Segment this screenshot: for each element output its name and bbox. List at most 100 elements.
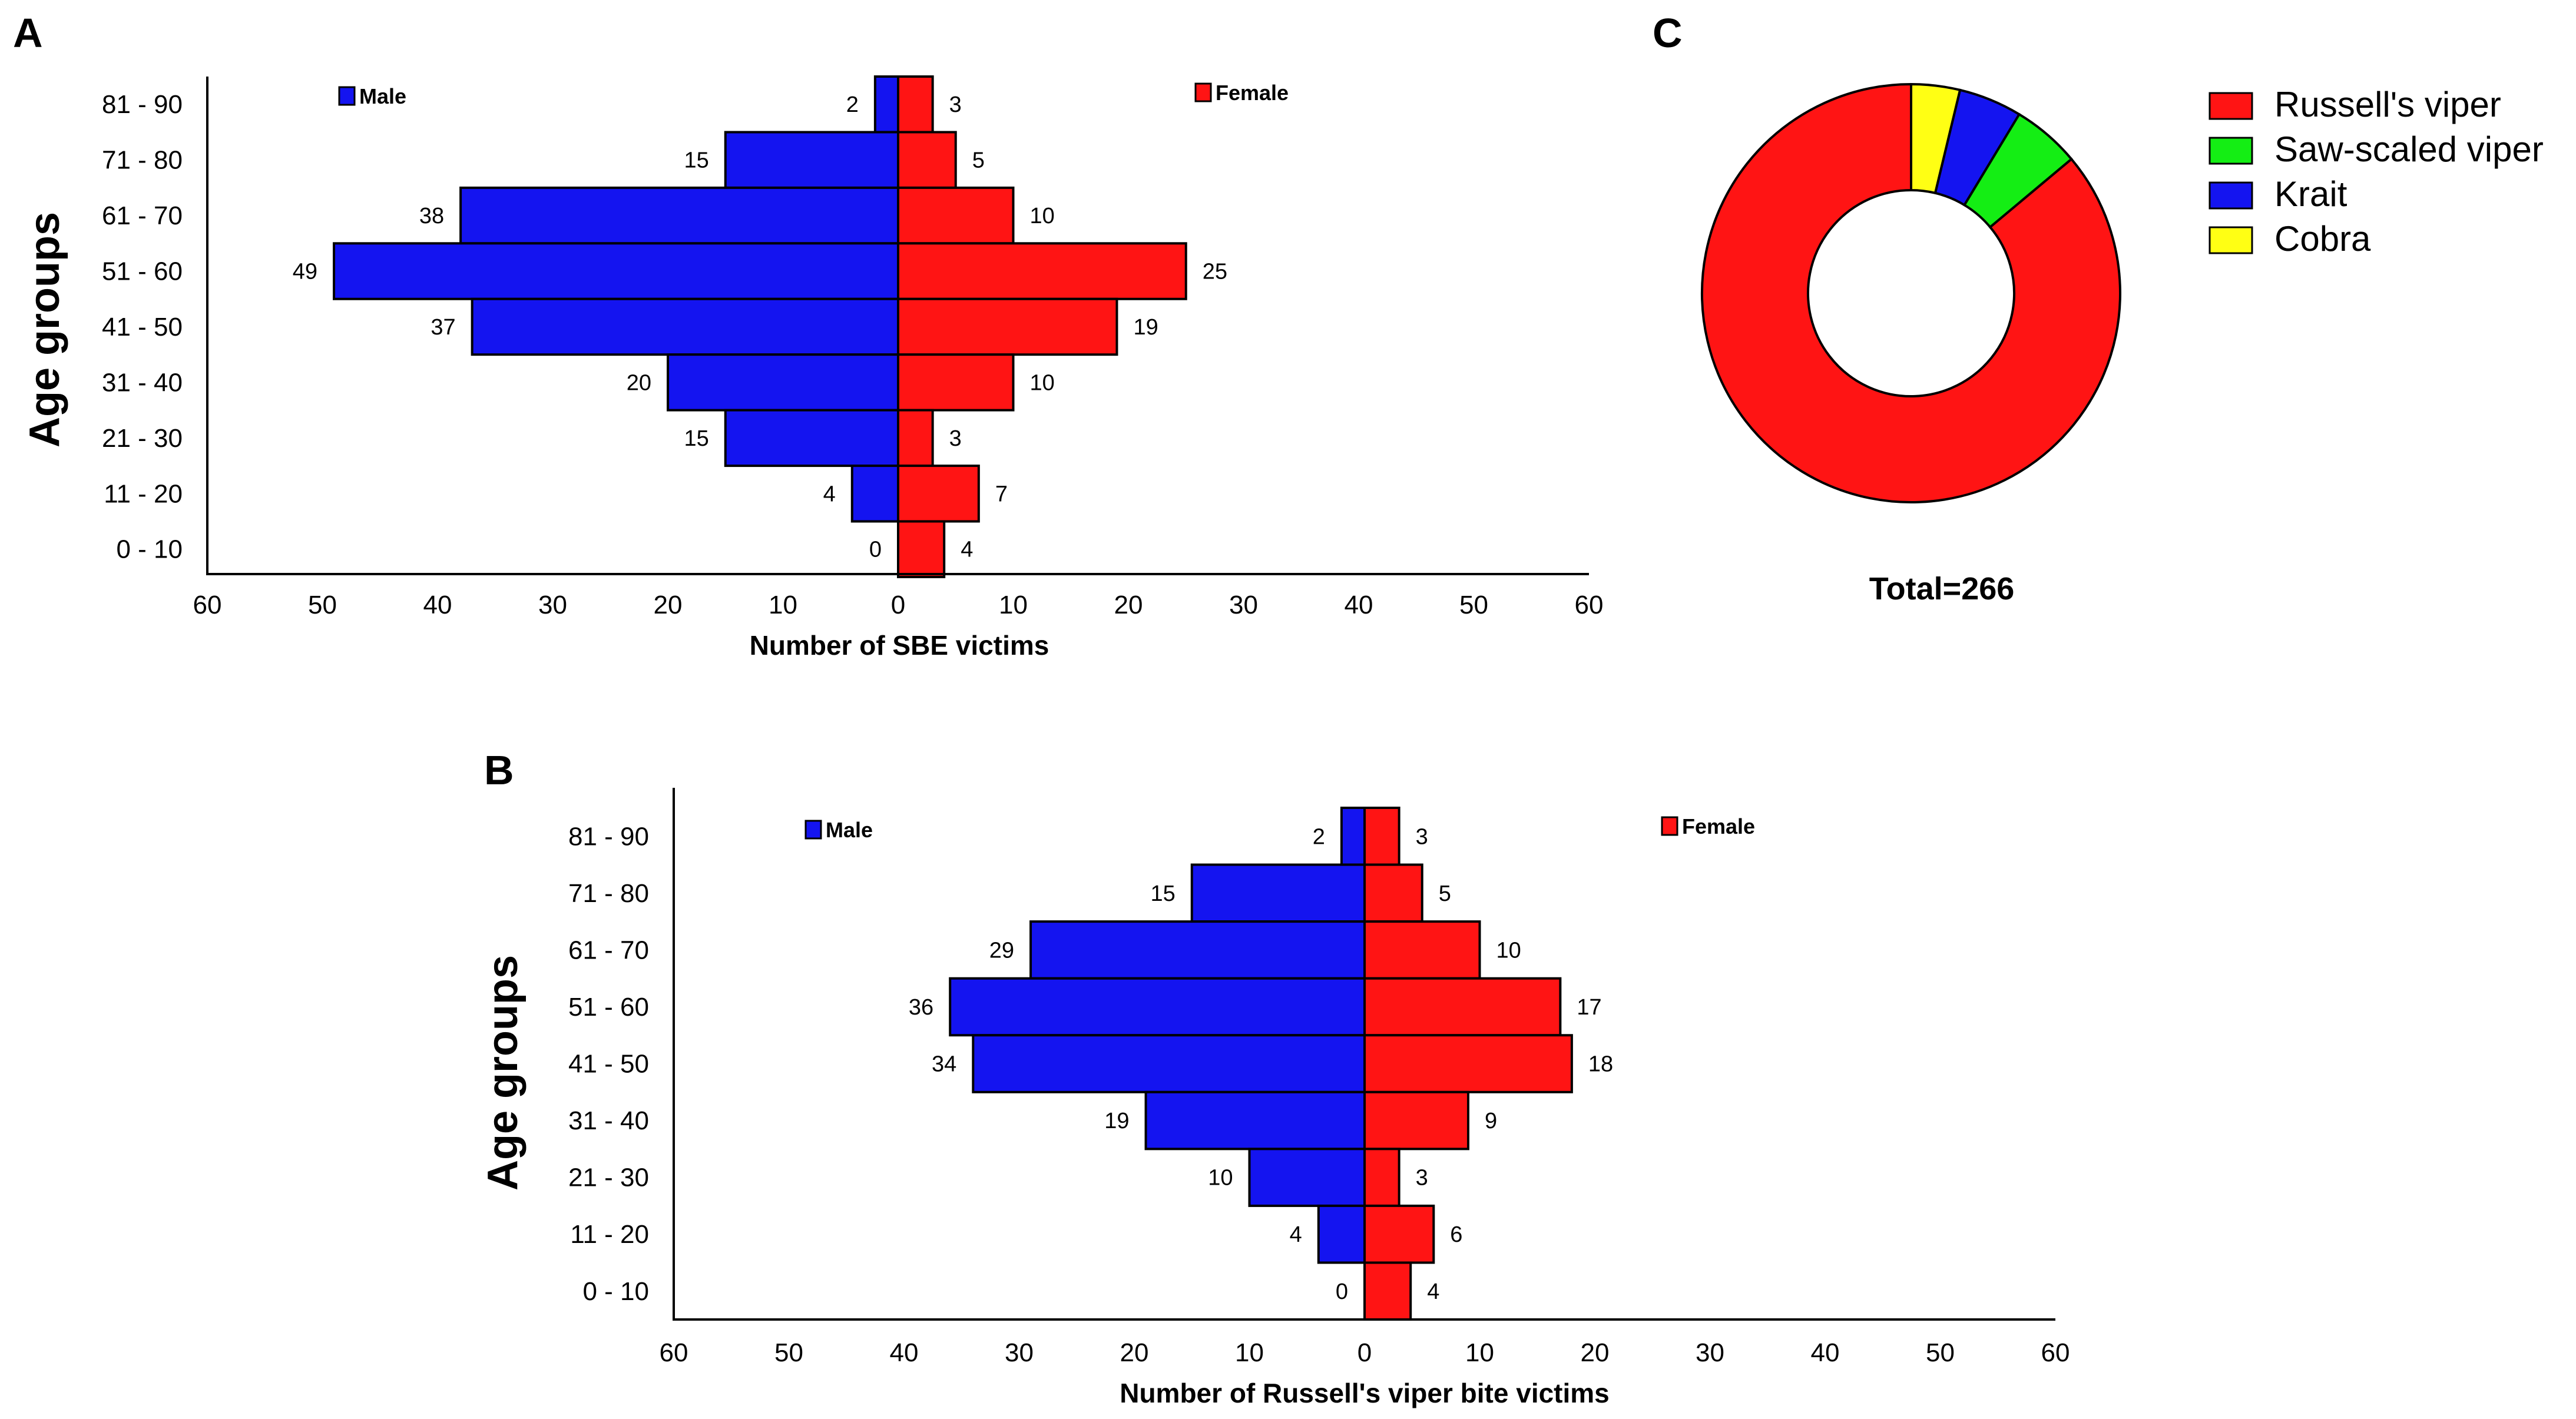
panel-a-bar-male-3: [333, 242, 899, 300]
panel-a-value-label-male-6: 15: [684, 426, 708, 451]
panel-b-value-label-female-1: 5: [1439, 881, 1451, 906]
panel-a-y-tick-4: 41 - 50: [102, 313, 183, 342]
panel-a-bar-female-1: [897, 131, 957, 189]
panel-a-bar-female-5: [897, 353, 1015, 412]
panel-b-value-label-male-1: 15: [1150, 881, 1175, 906]
panel-a-bar-female-0: [897, 75, 934, 134]
panel-b-bar-female-2: [1363, 920, 1481, 980]
panel-b-bar-male-6: [1248, 1148, 1366, 1207]
panel-a-x-tick-5: 10: [769, 591, 797, 619]
panel-c-legend: Russell's viper Saw-scaled viper Krait Cobr…: [2209, 85, 2544, 258]
panel-a-x-tick-labels: 60 50 40 30 20 10 0 10 20 30 40 50 60: [193, 591, 1604, 619]
panel-b-bar-male-3: [949, 977, 1366, 1037]
panel-a-bars: [333, 75, 1187, 578]
panel-a-bar-male-2: [459, 186, 899, 245]
panel-b-x-tick-7: 10: [1465, 1338, 1494, 1367]
panel-a-bar-female-7: [897, 465, 980, 523]
panel-b-bars: [949, 807, 1573, 1321]
panel-a-value-label-female-8: 4: [961, 538, 973, 562]
panel-b-bar-female-8: [1363, 1261, 1412, 1321]
panel-c-legend-swatch-0: [2209, 92, 2253, 120]
panel-a-value-label-female-6: 3: [949, 426, 962, 451]
panel-a-x-tick-4: 20: [654, 591, 683, 619]
panel-b-legend-female: Female: [1661, 814, 1755, 838]
panel-b-bar-female-6: [1363, 1148, 1400, 1207]
panel-a-x-tick-3: 30: [538, 591, 567, 619]
panel-b-x-tick-4: 20: [1120, 1338, 1149, 1367]
panel-a-value-label-male-3: 49: [293, 260, 317, 284]
panel-b-x-tick-9: 30: [1696, 1338, 1724, 1367]
panel-a-bar-female-4: [897, 297, 1118, 356]
panel-c-legend-label-0: Russell's viper: [2274, 85, 2501, 124]
panel-b-legend-male: Male: [804, 818, 873, 842]
panel-b-legend-female-label: Female: [1682, 814, 1755, 838]
panel-a-y-tick-0: 81 - 90: [102, 90, 183, 119]
panel-c-slice-3: [1910, 82, 1962, 195]
panel-a-bar-female-2: [897, 186, 1015, 245]
panel-b-y-tick-2: 61 - 70: [568, 936, 649, 964]
panel-a-bar-male-5: [667, 353, 899, 412]
panel-a-value-label-male-8: 0: [869, 538, 882, 562]
panel-b-x-tick-1: 50: [774, 1338, 803, 1367]
panel-a-value-label-female-7: 7: [995, 482, 1008, 506]
panel-b-x-tick-5: 10: [1235, 1338, 1264, 1367]
panel-b-value-label-female-2: 10: [1496, 938, 1521, 963]
panel-c-donut-chart: C Russell's viper Saw-scaled viper Krait Co…: [1653, 10, 2544, 606]
panel-b-legend-male-swatch: [804, 820, 822, 840]
panel-a-bar-male-7: [850, 465, 900, 523]
panel-a-y-axis-title: Age groups: [21, 212, 68, 447]
panel-b-bar-male-1: [1190, 863, 1366, 923]
panel-c-legend-label-2: Krait: [2274, 174, 2347, 214]
panel-a-legend-male-swatch: [338, 86, 356, 106]
panel-a-y-tick-1: 71 - 80: [102, 146, 183, 175]
panel-a-population-pyramid: A 2 3 15 5 38 10 49 25 37 19 20 10 15 3 4 7 0 4 81 - 90 71…: [13, 10, 1603, 661]
panel-b-y-tick-4: 41 - 50: [568, 1050, 649, 1079]
panel-a-x-tick-0: 60: [193, 591, 222, 619]
panel-b-value-label-male-2: 29: [989, 938, 1014, 963]
panel-a-value-label-female-2: 10: [1030, 204, 1055, 228]
panel-a-value-label-female-5: 10: [1030, 370, 1055, 395]
panel-a-value-label-male-4: 37: [431, 315, 455, 340]
panel-b-value-label-female-5: 9: [1485, 1109, 1497, 1133]
panel-b-value-label-male-3: 36: [909, 995, 933, 1020]
panel-b-letter: B: [484, 747, 514, 793]
panel-a-y-tick-8: 0 - 10: [116, 535, 183, 564]
panel-b-x-tick-11: 50: [1926, 1338, 1955, 1367]
panel-b-y-tick-3: 51 - 60: [568, 993, 649, 1022]
panel-b-x-axis-title: Number of Russell's viper bite victims: [1120, 1378, 1610, 1408]
panel-b-y-tick-6: 21 - 30: [568, 1163, 649, 1192]
panel-b-legend-female-swatch: [1661, 816, 1678, 836]
panel-b-y-tick-labels: 81 - 90 71 - 80 61 - 70 51 - 60 41 - 50 31 - …: [568, 822, 649, 1305]
panel-a-letter: A: [13, 10, 43, 56]
panel-b-bar-male-0: [1340, 807, 1366, 866]
panel-b-y-axis-title: Age groups: [479, 955, 527, 1191]
panel-a-x-tick-8: 20: [1114, 591, 1143, 619]
panel-a-bar-male-4: [471, 297, 899, 356]
panel-a-bar-male-6: [724, 409, 899, 468]
panel-a-x-axis-title: Number of SBE victims: [750, 630, 1049, 661]
panel-b-value-label-female-8: 4: [1427, 1279, 1439, 1304]
panel-b-bar-female-1: [1363, 863, 1423, 923]
panel-b-value-label-female-3: 17: [1577, 995, 1601, 1020]
panel-a-y-tick-6: 21 - 30: [102, 424, 183, 453]
panel-b-value-label-male-5: 19: [1104, 1109, 1129, 1133]
panel-b-value-label-male-7: 4: [1290, 1222, 1302, 1247]
panel-a-value-label-male-0: 2: [846, 92, 859, 117]
panel-b-y-tick-1: 71 - 80: [568, 879, 649, 908]
panel-b-value-label-male-0: 2: [1313, 824, 1325, 849]
panel-c-legend-label-3: Cobra: [2274, 219, 2371, 258]
panel-a-y-tick-3: 51 - 60: [102, 257, 183, 286]
panel-c-total-label: Total=266: [1869, 571, 2015, 606]
panel-a-y-tick-labels: 81 - 90 71 - 80 61 - 70 51 - 60 41 - 50 31 - …: [102, 90, 183, 564]
panel-b-y-tick-8: 0 - 10: [582, 1277, 649, 1306]
panel-c-legend-swatch-3: [2209, 226, 2253, 254]
panel-b-value-label-female-4: 18: [1588, 1052, 1613, 1077]
panel-a-y-tick-2: 61 - 70: [102, 201, 183, 230]
panel-a-value-label-female-1: 5: [972, 148, 985, 173]
panel-b-value-label-female-7: 6: [1450, 1222, 1462, 1247]
panel-a-value-label-female-4: 19: [1133, 315, 1158, 340]
panel-a-data-labels: 2 3 15 5 38 10 49 25 37 19 20 10 15 3 4 7 0 4: [293, 92, 1227, 562]
panel-b-bar-female-7: [1363, 1204, 1435, 1264]
panel-a-legend-female: Female: [1194, 81, 1289, 105]
panel-b-x-tick-2: 40: [890, 1338, 919, 1367]
